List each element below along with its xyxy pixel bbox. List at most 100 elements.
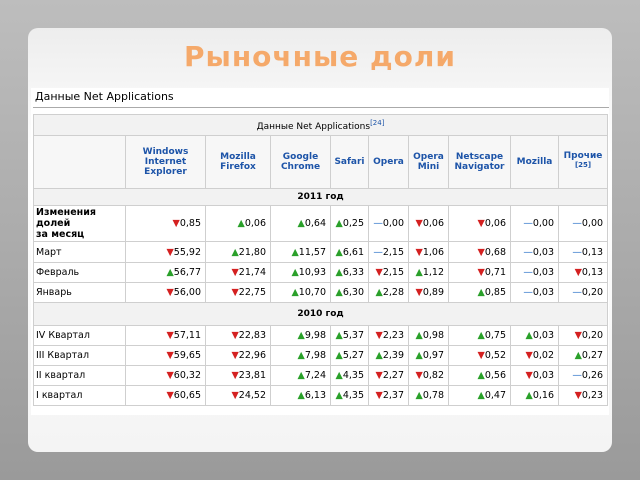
value: 0,03	[532, 330, 554, 341]
trend-icon: ▼	[477, 218, 485, 229]
column-header: Opera	[368, 135, 409, 189]
value-cell: ▲4,35	[330, 365, 369, 386]
value-cell: ▲7,24	[270, 365, 331, 386]
trend-icon: ▲	[335, 287, 343, 298]
column-label: Netscape Navigator	[454, 152, 505, 172]
trend-icon: ▲	[166, 267, 174, 278]
value: 0,85	[484, 287, 506, 298]
share-table: Данные Net Applications[24] Windows Inter…	[32, 114, 609, 406]
value: 22,96	[238, 350, 266, 361]
column-note: [25]	[574, 160, 592, 169]
trend-icon: ▲	[415, 330, 423, 341]
column-label: Mozilla Firefox	[220, 152, 256, 172]
value: 0,64	[304, 218, 326, 229]
value-cell: ▲0,75	[448, 325, 511, 346]
trend-icon: ▼	[415, 287, 423, 298]
value: 9,98	[304, 330, 326, 341]
trend-icon: ▼	[574, 267, 582, 278]
column-header: Прочие [25]	[557, 135, 609, 189]
trend-icon: ▼	[525, 370, 533, 381]
value-cell: ▲0,98	[408, 325, 449, 346]
value: 0,82	[422, 370, 444, 381]
column-header: Mozilla Firefox	[205, 135, 271, 189]
value: 0,13	[581, 246, 604, 258]
data-row: Январь ▼56,00 ▼22,75 ▲10,70 ▲6,30 ▲2,28 ▼0,89 ▲…	[33, 282, 609, 303]
value: 23,81	[238, 370, 266, 381]
section-title: 2011 год	[32, 188, 609, 206]
value: 6,61	[342, 246, 364, 258]
value-cell: ▼22,83	[205, 325, 271, 346]
value: 0,78	[422, 390, 444, 401]
trend-icon: —	[523, 287, 533, 298]
value-cell: ▲2,39	[368, 345, 409, 366]
value-cell: ▼1,06	[408, 241, 449, 263]
value-cell: ▼21,74	[205, 262, 271, 283]
trend-icon: ▲	[237, 218, 245, 229]
value-cell: ▲0,64	[270, 205, 331, 242]
value-cell: ▼56,00	[125, 282, 206, 303]
value-cell: ▲11,57	[270, 241, 331, 263]
trend-icon: ▲	[335, 390, 343, 401]
caption-note: [24]	[370, 118, 385, 127]
trend-icon: ▲	[415, 350, 423, 361]
caption-cell: Данные Net Applications[24]	[32, 114, 609, 136]
value-cell: ▼0,06	[448, 205, 511, 242]
value-cell: ▲0,16	[510, 385, 559, 406]
trend-icon: ▼	[231, 370, 239, 381]
value: 55,92	[173, 246, 201, 258]
value: 0,20	[581, 330, 604, 341]
section-title: 2010 год	[32, 302, 609, 326]
value-cell: ▲6,13	[270, 385, 331, 406]
slide-title: Рыночные доли	[183, 40, 457, 73]
value-cell: ▼0,82	[408, 365, 449, 386]
value-cell: ▲0,97	[408, 345, 449, 366]
value: 59,65	[173, 350, 201, 361]
trend-icon: —	[523, 267, 533, 278]
value-cell: ▲5,37	[330, 325, 369, 346]
trend-icon: ▼	[166, 246, 174, 258]
value: 5,27	[342, 350, 364, 361]
value-cell: —0,03	[510, 282, 559, 303]
caption: Данные Net Applications	[256, 121, 371, 132]
value-cell: ▼23,81	[205, 365, 271, 386]
value-cell: ▼0,85	[125, 205, 206, 242]
value-cell: ▼55,92	[125, 241, 206, 263]
column-header: Google Chrome	[270, 135, 331, 189]
value: 56,00	[173, 287, 201, 298]
value-cell: ▲10,93	[270, 262, 331, 283]
value-cell: —0,00	[557, 205, 609, 242]
section-row: 2010 год	[32, 302, 609, 326]
value-cell: ▼0,23	[557, 385, 609, 406]
value-cell: —0,00	[510, 205, 559, 242]
value: 0,85	[179, 218, 201, 229]
value-cell: —0,03	[510, 241, 559, 263]
trend-icon: ▼	[231, 267, 239, 278]
trend-icon: ▼	[375, 390, 383, 401]
trend-icon: ▼	[231, 350, 239, 361]
trend-icon: —	[572, 246, 582, 258]
value-cell: ▼22,96	[205, 345, 271, 366]
trend-icon: ▼	[477, 350, 485, 361]
trend-icon: ▲	[477, 287, 485, 298]
value-cell: ▼2,27	[368, 365, 409, 386]
trend-icon: ▲	[291, 287, 299, 298]
value: 0,89	[422, 287, 444, 298]
column-header: Opera Mini	[408, 135, 449, 189]
trend-icon: ▲	[291, 246, 299, 258]
value: 1,06	[422, 246, 444, 258]
column-header: Windows Internet Explorer	[125, 135, 206, 189]
column-label: Прочие	[563, 150, 603, 161]
value-cell: ▲7,98	[270, 345, 331, 366]
value-cell: ▲0,78	[408, 385, 449, 406]
trend-icon: ▼	[415, 218, 423, 229]
data-row: I квартал ▼60,65 ▼24,52 ▲6,13 ▲4,35 ▼2,37 ▲0,7…	[33, 385, 609, 406]
value: 0,06	[484, 218, 506, 229]
value: 0,00	[532, 218, 554, 229]
value: 0,23	[581, 390, 604, 401]
trend-icon: ▼	[166, 287, 174, 298]
value-cell: ▼0,89	[408, 282, 449, 303]
data-row: IV Квартал ▼57,11 ▼22,83 ▲9,98 ▲5,37 ▼2,23 ▲0,…	[33, 325, 609, 346]
trend-icon: ▲	[297, 350, 305, 361]
value-cell: —0,03	[510, 262, 559, 283]
value-cell: ▼57,11	[125, 325, 206, 346]
